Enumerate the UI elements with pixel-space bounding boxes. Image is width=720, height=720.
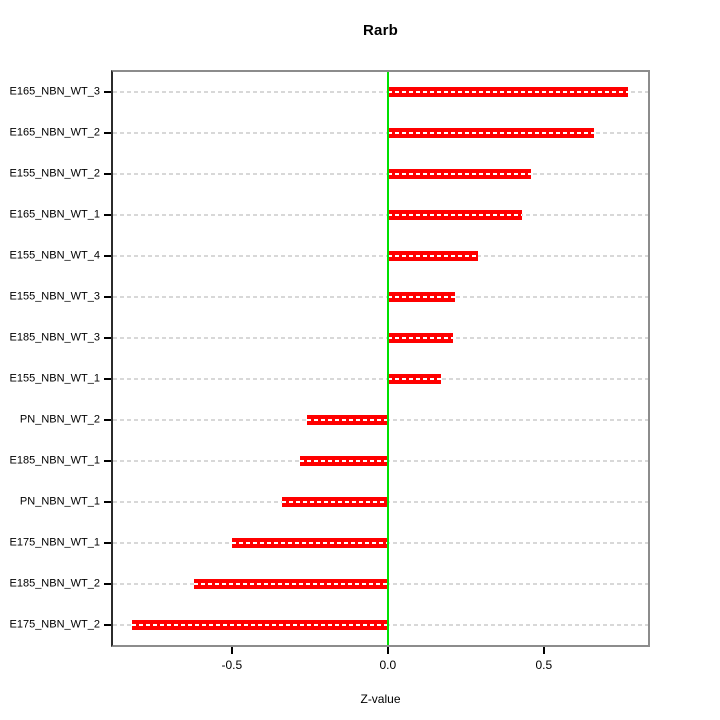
bar-inner-dash — [387, 91, 629, 94]
x-axis-tick-label: 0.0 — [379, 658, 397, 672]
x-axis-tick-label: -0.5 — [221, 658, 243, 672]
y-axis-tick — [104, 582, 111, 585]
y-axis-label: E185_NBN_WT_1 — [9, 454, 101, 467]
bar — [132, 619, 388, 630]
y-axis-tick — [104, 541, 111, 544]
y-axis-label: E155_NBN_WT_1 — [9, 372, 101, 385]
bar — [231, 537, 388, 548]
y-axis-label: E175_NBN_WT_1 — [9, 536, 101, 549]
bar-inner-dash — [387, 132, 594, 135]
y-axis-label: E175_NBN_WT_2 — [9, 618, 101, 631]
y-axis-label: E165_NBN_WT_1 — [9, 208, 101, 221]
bar-inner-dash — [194, 582, 388, 585]
row-guide-line — [113, 296, 648, 299]
bar — [387, 292, 455, 303]
bar-inner-dash — [132, 623, 388, 626]
x-axis-tick — [230, 647, 233, 654]
y-axis-tick — [104, 91, 111, 94]
bar — [387, 87, 629, 98]
bar-inner-dash — [231, 541, 388, 544]
row-guide-line — [113, 214, 648, 217]
bar-inner-dash — [387, 296, 455, 299]
y-axis-tick — [104, 418, 111, 421]
bar — [387, 210, 522, 221]
y-axis-label: PN_NBN_WT_1 — [19, 495, 100, 508]
bar — [387, 251, 479, 262]
row-guide-line — [113, 91, 648, 94]
chart-title: Rarb — [363, 22, 398, 39]
bar — [306, 414, 388, 425]
plot-area: E165_NBN_WT_3 E165_NBN_WT_2 E155_NBN_WT_2 E… — [10, 72, 648, 672]
y-axis-tick — [104, 296, 111, 299]
bar — [387, 169, 532, 180]
y-axis-tick — [104, 214, 111, 217]
bar — [387, 128, 594, 139]
y-axis-tick — [104, 623, 111, 626]
y-axis-label: E165_NBN_WT_2 — [9, 126, 101, 139]
bar-inner-dash — [387, 255, 479, 258]
x-axis-tick — [542, 647, 545, 654]
x-axis-tick-label: 0.5 — [535, 658, 553, 672]
y-axis-label: E165_NBN_WT_3 — [9, 85, 101, 98]
y-axis-tick — [104, 132, 111, 135]
row-guide-line — [113, 173, 648, 176]
bar — [300, 455, 388, 466]
y-axis-tick — [104, 500, 111, 503]
bar — [194, 578, 388, 589]
y-axis-label: PN_NBN_WT_2 — [19, 413, 100, 426]
y-axis-tick — [104, 377, 111, 380]
y-axis-label: E185_NBN_WT_3 — [9, 331, 101, 344]
bar-inner-dash — [387, 377, 441, 380]
y-axis-label: E155_NBN_WT_4 — [9, 249, 101, 262]
bar-inner-dash — [387, 173, 532, 176]
y-axis-tick — [104, 173, 111, 176]
x-axis-tick — [386, 647, 389, 654]
bar-inner-dash — [387, 337, 454, 340]
bar-inner-dash — [300, 459, 388, 462]
bar — [281, 496, 388, 507]
y-axis-tick — [104, 337, 111, 340]
bar — [387, 333, 454, 344]
row-guide-line — [113, 377, 648, 380]
y-axis-tick — [104, 459, 111, 462]
bar — [387, 373, 441, 384]
y-axis-label: E155_NBN_WT_3 — [9, 290, 101, 303]
x-axis-title: Z-value — [360, 692, 401, 706]
y-axis-tick — [104, 255, 111, 258]
row-guide-line — [113, 255, 648, 258]
y-axis-label: E155_NBN_WT_2 — [9, 167, 101, 180]
bar-inner-dash — [387, 214, 522, 217]
bar-inner-dash — [306, 418, 388, 421]
zero-reference-line — [386, 72, 389, 645]
row-guide-line — [113, 337, 648, 340]
bar-inner-dash — [281, 500, 388, 503]
row-guide-line — [113, 132, 648, 135]
y-axis-label: E185_NBN_WT_2 — [9, 577, 101, 590]
